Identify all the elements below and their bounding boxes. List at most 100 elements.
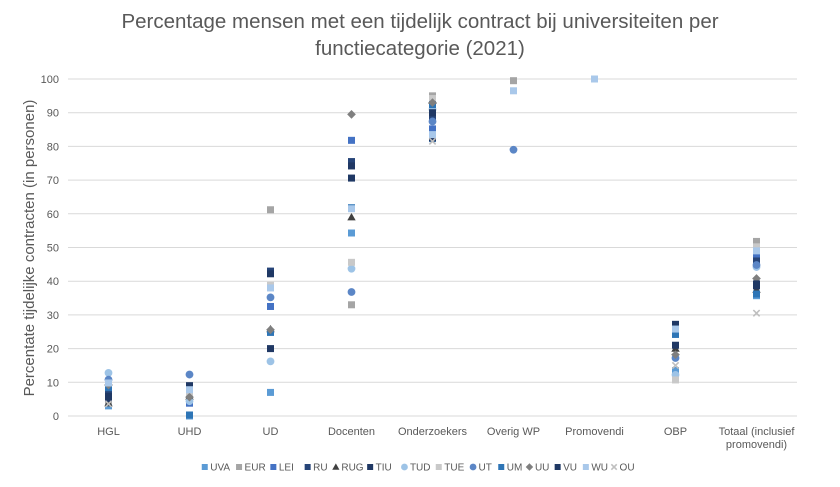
- data-point: [429, 131, 436, 139]
- data-point: [672, 341, 679, 349]
- data-point: [267, 284, 274, 292]
- data-point: [753, 252, 760, 260]
- data-point: [267, 345, 274, 353]
- data-point: [752, 261, 761, 269]
- legend-label: UM: [507, 463, 523, 474]
- data-point: [105, 379, 112, 387]
- series-ou: [104, 137, 761, 408]
- legend-item: TUD: [401, 463, 431, 474]
- legend-marker: [469, 463, 477, 471]
- data-point: [672, 367, 679, 375]
- x-tick-label: UHD: [178, 426, 202, 438]
- data-point: [347, 212, 356, 221]
- data-point: [428, 137, 437, 146]
- legend-marker: [582, 464, 589, 470]
- data-point: [105, 392, 112, 400]
- legend-label: UT: [479, 463, 492, 474]
- legend-label: VU: [563, 463, 577, 474]
- x-axis-ticks: HGL UHD UD Docenten Onderzoekers Overig WP Pro…: [97, 426, 795, 451]
- chart-title-line-2: functiecategorie (2021): [315, 37, 525, 60]
- legend-label: LEI: [279, 463, 294, 474]
- data-point: [752, 274, 761, 283]
- y-tick-label: 90: [47, 108, 59, 120]
- y-tick-label: 20: [47, 344, 59, 356]
- data-point: [348, 136, 355, 144]
- y-tick-label: 70: [47, 175, 59, 187]
- y-axis-label: Percentate tijdelijke contracten (in per…: [21, 100, 38, 397]
- legend-marker: [554, 464, 561, 470]
- data-point: [186, 382, 193, 390]
- data-point: [753, 290, 760, 298]
- legend-marker: [270, 464, 277, 470]
- data-point: [510, 77, 517, 85]
- x-tick-label: UD: [263, 426, 279, 438]
- legend-label: RU: [313, 463, 327, 474]
- legend-marker: [332, 463, 340, 470]
- data-points: [104, 75, 761, 420]
- data-point: [429, 109, 436, 117]
- legend-label: TUE: [444, 463, 464, 474]
- data-point: [348, 162, 355, 170]
- legend-item: UT: [469, 463, 492, 474]
- legend-marker: [367, 464, 374, 470]
- data-point: [186, 411, 193, 419]
- legend-item: UVA: [201, 463, 230, 474]
- x-tick-label: Overig WP: [487, 426, 540, 438]
- data-point: [348, 229, 355, 237]
- x-tick-label: Promovendi: [565, 426, 624, 438]
- data-point: [185, 392, 194, 402]
- data-point: [753, 243, 760, 251]
- legend-item: UU: [525, 463, 549, 474]
- legend-label: UU: [535, 463, 549, 474]
- data-point: [348, 301, 355, 309]
- legend-marker: [236, 464, 243, 470]
- data-point: [267, 388, 274, 396]
- data-point: [105, 388, 112, 396]
- data-point: [347, 288, 356, 296]
- legend-item: RU: [304, 463, 328, 474]
- data-point: [348, 174, 355, 182]
- data-point: [185, 370, 194, 379]
- legend-label: WU: [591, 463, 608, 474]
- y-axis-ticks: 0 10 20 30 40 50 60 70 80 90 100: [41, 74, 59, 423]
- data-point: [104, 368, 113, 377]
- legend-item: TIU: [367, 463, 392, 474]
- legend-label: RUG: [341, 463, 363, 474]
- legend-label: TUD: [410, 463, 431, 474]
- legend-marker: [610, 463, 618, 471]
- x-tick-label: Totaal (inclusief promovendi): [719, 426, 796, 451]
- x-tick-label: Onderzoekers: [398, 426, 468, 438]
- data-point: [266, 357, 275, 366]
- data-point: [266, 325, 275, 335]
- data-point: [266, 293, 275, 302]
- y-tick-label: 30: [47, 310, 59, 322]
- legend-marker: [525, 463, 534, 471]
- y-tick-label: 60: [47, 209, 59, 221]
- series-vu: [105, 109, 760, 400]
- data-point: [753, 247, 760, 255]
- legend-marker: [201, 464, 208, 470]
- data-point: [348, 205, 355, 213]
- data-point: [428, 117, 437, 126]
- data-point: [186, 386, 193, 394]
- legend-marker: [498, 464, 505, 470]
- legend-item: WU: [582, 463, 608, 474]
- x-tick-label: Docenten: [328, 426, 375, 438]
- legend-marker: [401, 463, 408, 471]
- legend-item: LEI: [270, 463, 294, 474]
- data-point: [753, 257, 760, 265]
- legend-item: TUE: [435, 463, 465, 474]
- legend-item: OU: [610, 463, 635, 474]
- x-tick-label: OBP: [664, 426, 687, 438]
- data-point: [267, 302, 274, 310]
- data-point: [509, 145, 518, 154]
- legend-item: RUG: [332, 463, 364, 474]
- y-tick-label: 80: [47, 141, 59, 153]
- data-point: [672, 325, 679, 333]
- data-point: [510, 87, 517, 95]
- data-point: [267, 206, 274, 214]
- data-point: [753, 280, 760, 288]
- legend-label: UVA: [210, 463, 230, 474]
